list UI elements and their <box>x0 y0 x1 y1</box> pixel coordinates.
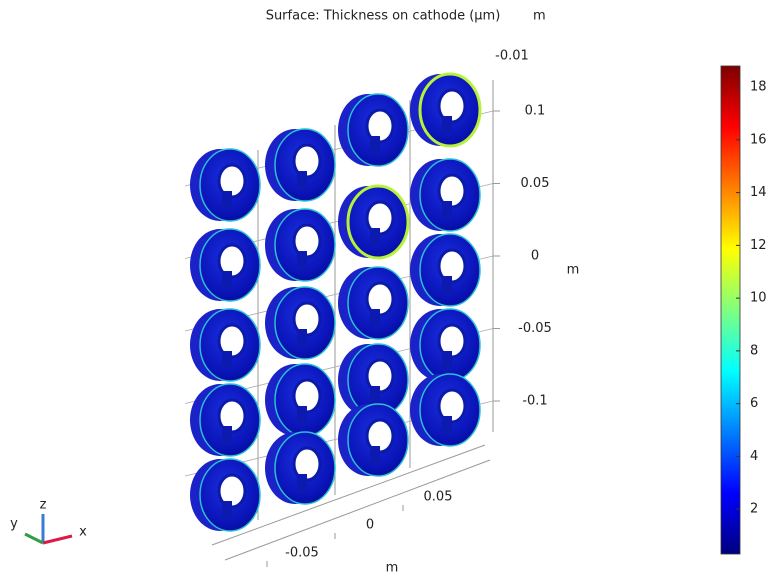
cathode-key <box>222 271 232 289</box>
z-axis-label: m <box>567 263 580 278</box>
z-tick-label: 0.05 <box>521 176 550 191</box>
colorbar-tick-label: 8 <box>750 343 758 358</box>
cathode-key <box>370 386 380 404</box>
cathode-key <box>442 116 452 134</box>
colorbar-tick-label: 6 <box>750 396 758 411</box>
colorbar <box>721 66 740 554</box>
x-axis-line <box>225 460 490 560</box>
cathode-key <box>297 171 307 189</box>
triad: z x y <box>10 498 87 544</box>
cathode-key <box>370 446 380 464</box>
cathode-key <box>442 416 452 434</box>
z-tick-label: 0 <box>531 249 539 264</box>
triad-x: x <box>79 525 87 540</box>
z-tick-label: -0.1 <box>522 394 547 409</box>
colorbar-tick-label: 10 <box>750 291 767 306</box>
colorbar-tick-label: 14 <box>750 185 767 200</box>
cathode-key <box>222 426 232 444</box>
cathode-key <box>370 136 380 154</box>
colorbar-tick-label: 18 <box>750 80 767 95</box>
cathode-key <box>297 329 307 347</box>
cathode-key <box>442 276 452 294</box>
y-arrow <box>25 534 43 543</box>
chart: Surface: Thickness on cathode (µm) m m m… <box>0 0 770 578</box>
title-unit: m <box>533 9 546 24</box>
x-arrow <box>43 536 72 543</box>
triad-z: z <box>40 498 47 513</box>
x-axis-label: m <box>386 561 399 576</box>
cathode-key <box>297 251 307 269</box>
cathode-key <box>222 351 232 369</box>
cathode-key <box>297 406 307 424</box>
triad-y: y <box>10 517 18 532</box>
cathode-key <box>370 309 380 327</box>
x-tick-label: -0.05 <box>285 546 319 561</box>
colorbar-tick-label: 16 <box>750 132 767 147</box>
cathode-key <box>222 501 232 519</box>
colorbar-tick-label: 12 <box>750 238 767 253</box>
z-tick-label: 0.1 <box>525 104 546 119</box>
z-tick-label: -0.05 <box>518 321 552 336</box>
cathode-key <box>442 351 452 369</box>
y-tick-label: -0.01 <box>495 49 529 64</box>
colorbar-tick-label: 2 <box>750 502 758 517</box>
cathode-key <box>442 201 452 219</box>
x-tick-label: 0.05 <box>424 490 453 505</box>
cathode-key <box>222 191 232 209</box>
x-tick-label: 0 <box>366 518 374 533</box>
cathode-key <box>297 474 307 492</box>
cathode-key <box>370 228 380 246</box>
colorbar-tick-label: 4 <box>750 449 758 464</box>
chart-title: Surface: Thickness on cathode (µm) <box>266 9 501 24</box>
